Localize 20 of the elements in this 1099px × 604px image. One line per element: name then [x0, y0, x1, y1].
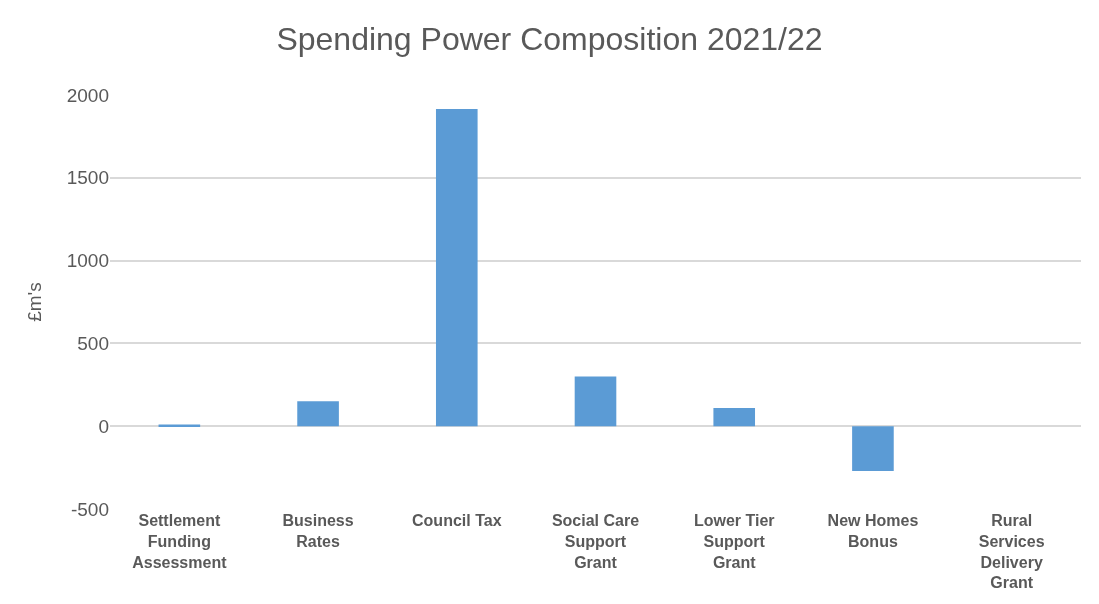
x-tick-label: Lower Tier Support Grant: [693, 512, 775, 571]
bar: [713, 407, 756, 427]
x-tick-label: New Homes Bonus: [827, 512, 919, 550]
y-axis-title: £m's: [23, 282, 45, 322]
y-tick-label: 2000: [66, 84, 109, 106]
x-tick-label: Social Care Support Grant: [551, 512, 640, 571]
y-tick-label: 0: [98, 415, 109, 437]
x-tick-label: Settlement Funding Assessment: [132, 512, 228, 571]
y-tick-label: -500: [70, 498, 109, 520]
x-tick-label: Rural Services Delivery Grant: [978, 512, 1045, 592]
bar: [297, 401, 339, 427]
y-tick-label: 500: [77, 333, 109, 355]
chart-title: Spending Power Composition 2021/22: [276, 20, 823, 57]
x-tick-label: Business Rates: [282, 512, 354, 550]
bar: [852, 426, 894, 471]
bar: [574, 376, 617, 427]
bar: [435, 109, 478, 427]
x-tick-label: Council Tax: [412, 512, 502, 529]
y-tick-label: 1000: [66, 250, 109, 272]
y-tick-label: 1500: [66, 167, 109, 189]
